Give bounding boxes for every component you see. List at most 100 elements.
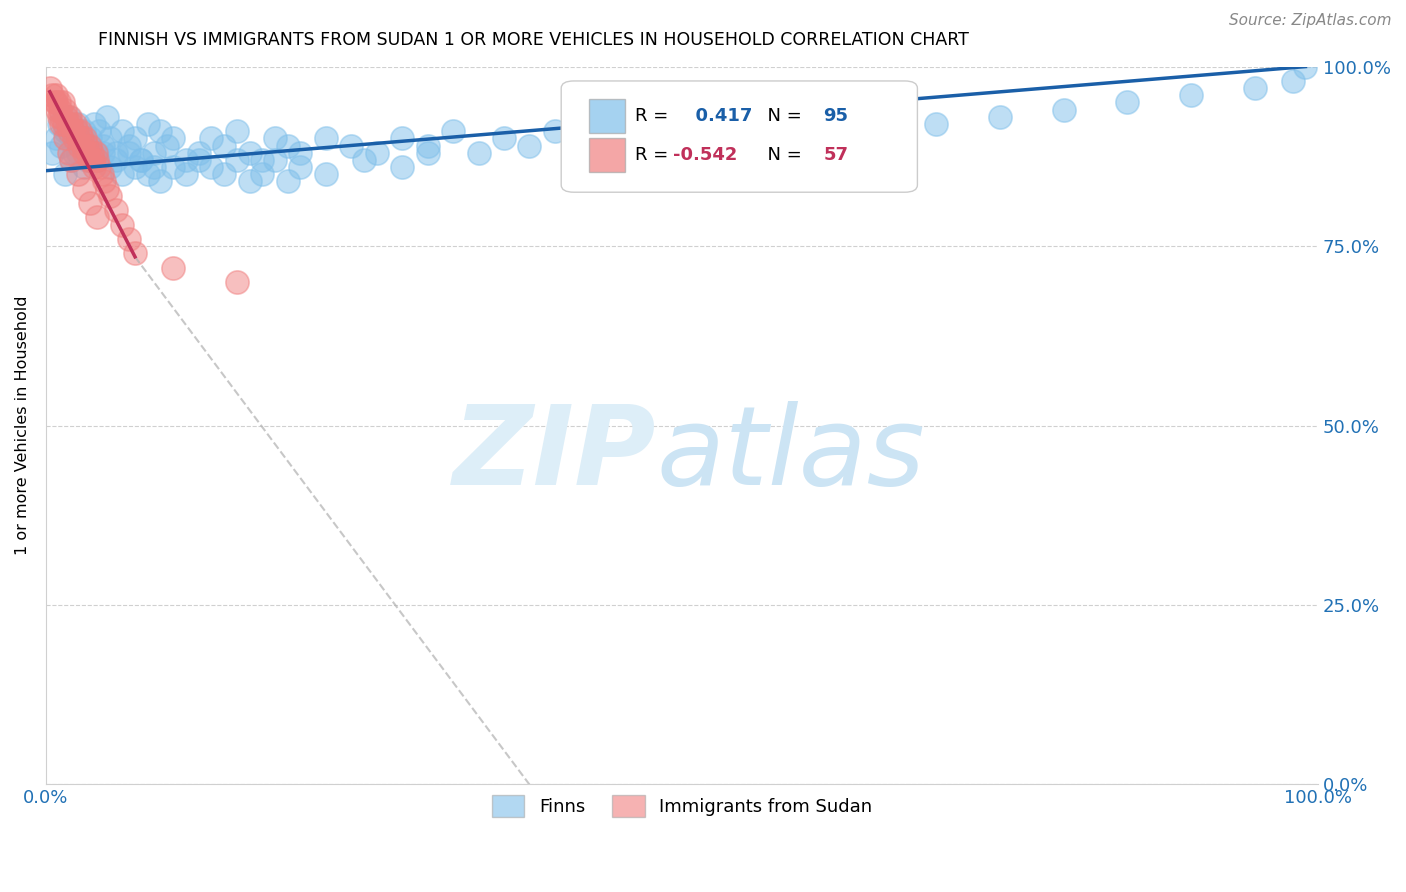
Point	[162, 160, 184, 174]
Point	[238, 174, 260, 188]
Point	[416, 138, 439, 153]
Point	[66, 131, 89, 145]
Point	[143, 145, 166, 160]
Point	[104, 145, 127, 160]
Point	[1294, 60, 1316, 74]
Point	[79, 196, 101, 211]
Point	[353, 153, 375, 167]
Point	[252, 167, 274, 181]
Point	[91, 138, 114, 153]
Point	[66, 117, 89, 131]
Point	[734, 124, 756, 138]
Point	[988, 110, 1011, 124]
Point	[174, 153, 197, 167]
Point	[65, 124, 87, 138]
Point	[1053, 103, 1076, 117]
Text: ZIP: ZIP	[453, 401, 657, 508]
Point	[315, 167, 337, 181]
Point	[200, 160, 222, 174]
Point	[79, 138, 101, 153]
Point	[149, 174, 172, 188]
Point	[98, 131, 121, 145]
Point	[174, 167, 197, 181]
Point	[63, 131, 86, 145]
Point	[91, 145, 114, 160]
Point	[70, 138, 93, 153]
Point	[98, 189, 121, 203]
Point	[58, 124, 80, 138]
Point	[156, 138, 179, 153]
Point	[212, 138, 235, 153]
Text: 57: 57	[824, 146, 848, 164]
Point	[98, 160, 121, 174]
Point	[104, 153, 127, 167]
Point	[62, 124, 84, 138]
Point	[53, 124, 76, 138]
Point	[66, 167, 89, 181]
Point	[77, 145, 100, 160]
Point	[45, 88, 67, 103]
Point	[467, 145, 489, 160]
Point	[187, 153, 209, 167]
Point	[104, 203, 127, 218]
Text: R =: R =	[636, 107, 673, 125]
Point	[799, 117, 821, 131]
Point	[315, 131, 337, 145]
Point	[391, 131, 413, 145]
Point	[225, 124, 247, 138]
Point	[59, 110, 82, 124]
Point	[118, 145, 141, 160]
Point	[96, 110, 118, 124]
Point	[93, 174, 115, 188]
Point	[89, 160, 111, 174]
FancyBboxPatch shape	[589, 99, 624, 134]
Point	[69, 124, 91, 138]
Y-axis label: 1 or more Vehicles in Household: 1 or more Vehicles in Household	[15, 296, 30, 555]
Point	[200, 131, 222, 145]
Point	[75, 131, 97, 145]
Point	[51, 138, 73, 153]
Point	[48, 95, 70, 110]
Point	[66, 145, 89, 160]
Point	[290, 160, 312, 174]
Point	[340, 138, 363, 153]
Point	[73, 181, 96, 195]
Point	[77, 153, 100, 167]
Point	[416, 145, 439, 160]
Point	[58, 145, 80, 160]
Point	[131, 153, 153, 167]
Point	[86, 153, 108, 167]
Point	[41, 145, 63, 160]
FancyBboxPatch shape	[589, 137, 624, 172]
Point	[124, 160, 146, 174]
Point	[53, 167, 76, 181]
Point	[63, 145, 86, 160]
Point	[84, 145, 107, 160]
Point	[544, 124, 567, 138]
Point	[55, 110, 77, 124]
Point	[65, 117, 87, 131]
Point	[212, 167, 235, 181]
Point	[56, 117, 79, 131]
Point	[925, 117, 948, 131]
Point	[48, 110, 70, 124]
Point	[60, 153, 83, 167]
Point	[76, 138, 98, 153]
Point	[118, 232, 141, 246]
Point	[53, 131, 76, 145]
Text: 0.417: 0.417	[683, 107, 752, 125]
Point	[83, 117, 105, 131]
Point	[96, 181, 118, 195]
Point	[162, 131, 184, 145]
Point	[671, 117, 693, 131]
Point	[60, 131, 83, 145]
Text: N =: N =	[756, 107, 807, 125]
Point	[51, 95, 73, 110]
Point	[252, 153, 274, 167]
Point	[1243, 81, 1265, 95]
Point	[76, 153, 98, 167]
Point	[72, 138, 94, 153]
Legend: Finns, Immigrants from Sudan: Finns, Immigrants from Sudan	[482, 786, 882, 826]
Point	[1281, 74, 1303, 88]
Point	[45, 131, 67, 145]
